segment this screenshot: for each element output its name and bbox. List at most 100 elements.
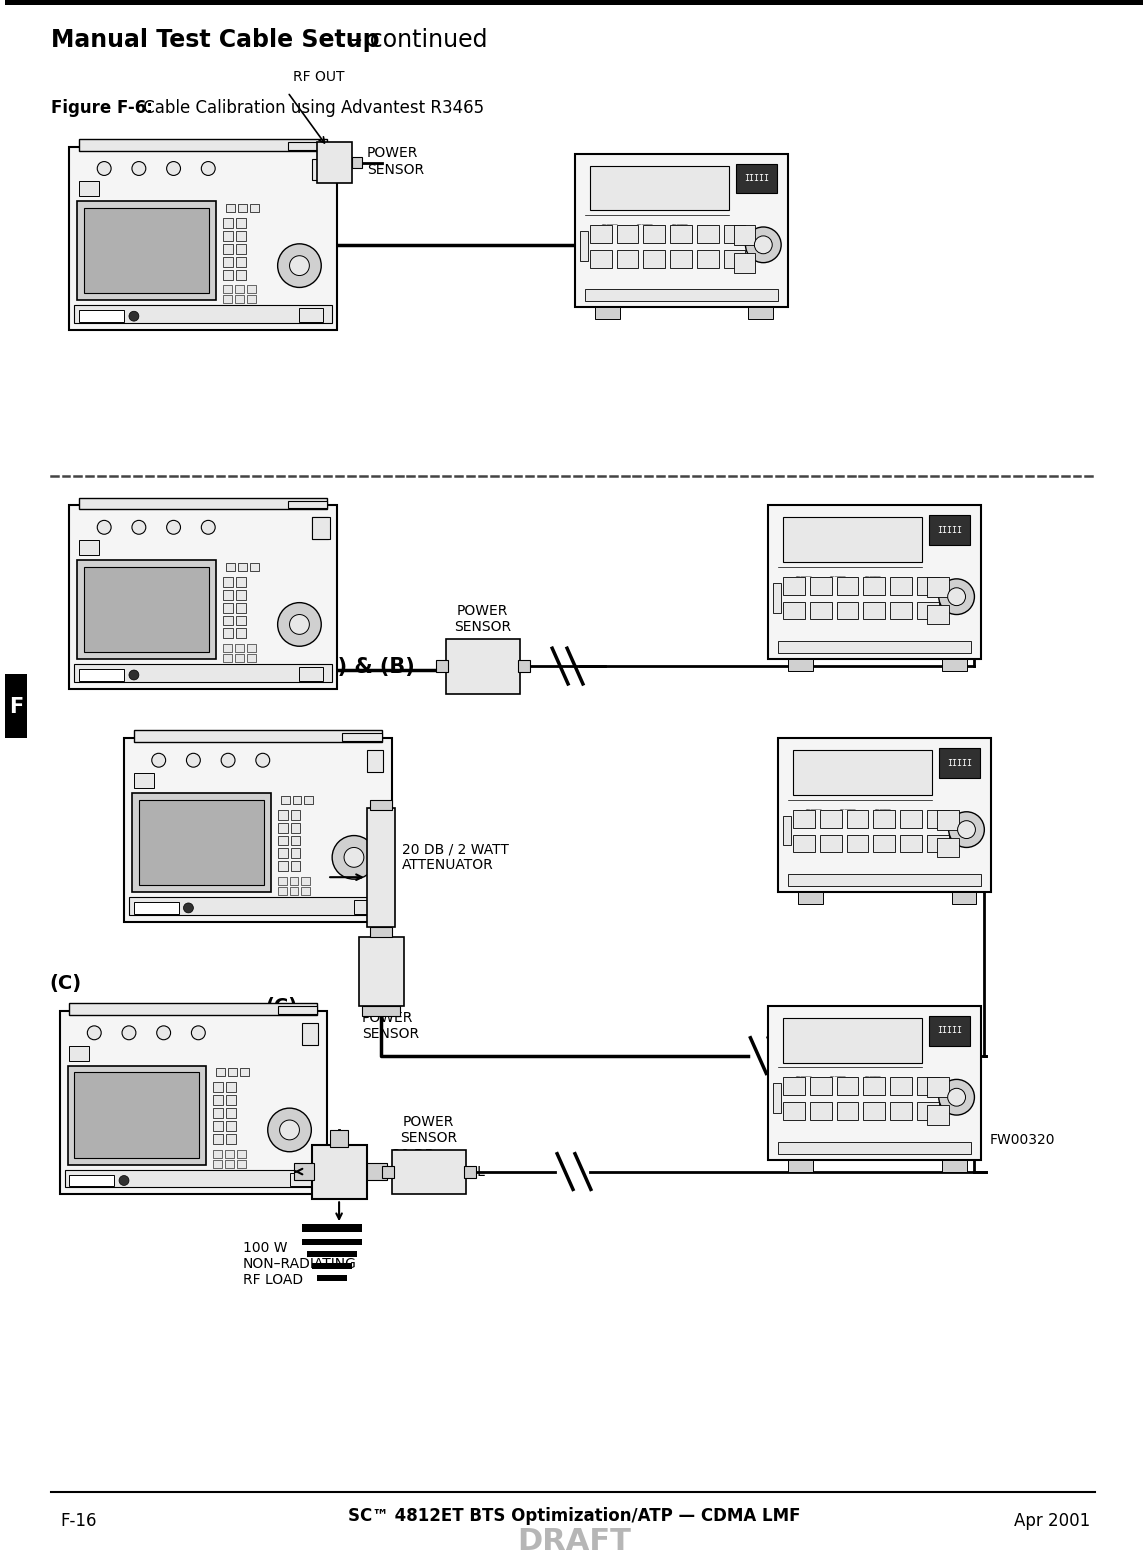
Bar <box>238 563 247 571</box>
Bar <box>223 664 232 672</box>
Bar <box>236 257 246 266</box>
Bar <box>302 896 310 906</box>
Text: ______: ______ <box>874 804 891 809</box>
Bar <box>228 1069 236 1077</box>
Bar <box>70 146 338 330</box>
Bar <box>937 837 959 857</box>
Bar <box>595 307 620 319</box>
Bar <box>748 307 774 319</box>
Bar <box>226 1083 236 1092</box>
Bar <box>798 892 823 904</box>
Bar <box>226 1120 236 1131</box>
Bar <box>929 1016 970 1046</box>
Text: F: F <box>9 697 23 717</box>
Bar <box>70 506 338 689</box>
Bar <box>278 862 287 871</box>
Circle shape <box>98 162 111 176</box>
Circle shape <box>152 753 165 767</box>
Bar <box>77 201 216 300</box>
Bar <box>235 674 243 682</box>
Bar <box>874 834 895 853</box>
Bar <box>223 218 233 229</box>
Circle shape <box>87 1025 101 1039</box>
Bar <box>342 733 382 741</box>
Bar <box>793 834 815 853</box>
Bar <box>134 773 154 787</box>
Circle shape <box>122 1025 135 1039</box>
Bar <box>225 1179 234 1187</box>
Bar <box>247 644 256 652</box>
Bar <box>837 602 859 619</box>
Bar <box>289 1173 313 1186</box>
Bar <box>723 226 745 243</box>
Bar <box>890 602 912 619</box>
Bar <box>312 518 328 540</box>
Text: F-16: F-16 <box>61 1512 98 1531</box>
Bar <box>447 640 520 694</box>
Bar <box>134 730 382 742</box>
Bar <box>290 809 301 820</box>
Bar <box>223 269 233 280</box>
Bar <box>312 1145 367 1200</box>
Text: ______: ______ <box>636 219 652 226</box>
Bar <box>223 285 232 294</box>
Bar <box>354 899 378 913</box>
Bar <box>846 809 868 828</box>
Text: RF OUT: RF OUT <box>293 70 344 84</box>
Text: ______: ______ <box>794 1072 812 1077</box>
Bar <box>734 226 755 244</box>
Bar <box>783 1077 805 1095</box>
Bar <box>900 809 922 828</box>
Bar <box>5 674 26 739</box>
Bar <box>941 1159 967 1172</box>
Circle shape <box>278 244 321 288</box>
Bar <box>236 218 246 229</box>
Bar <box>863 1102 885 1120</box>
Bar <box>312 1263 352 1268</box>
Bar <box>214 1134 223 1144</box>
Bar <box>917 1102 939 1120</box>
Bar <box>290 823 301 832</box>
Bar <box>79 182 99 196</box>
Bar <box>247 654 256 663</box>
Text: IIIII: IIIII <box>937 526 962 535</box>
Bar <box>79 310 124 322</box>
Bar <box>236 1170 246 1178</box>
Bar <box>290 836 301 845</box>
Bar <box>247 316 256 324</box>
Bar <box>890 577 912 594</box>
Bar <box>236 1150 246 1158</box>
Bar <box>134 902 179 913</box>
Bar <box>214 1095 223 1105</box>
Bar <box>236 1179 246 1187</box>
Circle shape <box>289 615 309 635</box>
Text: POWER
SENSOR: POWER SENSOR <box>400 1114 457 1145</box>
Bar <box>295 1162 315 1181</box>
Circle shape <box>939 1080 975 1116</box>
Bar <box>223 602 233 613</box>
Bar <box>238 204 247 212</box>
Bar <box>302 1239 362 1245</box>
Bar <box>214 1083 223 1092</box>
Bar <box>783 577 805 594</box>
Bar <box>235 285 243 294</box>
Bar <box>247 664 256 672</box>
Bar <box>79 540 99 555</box>
Text: FW00320: FW00320 <box>990 1133 1055 1147</box>
Bar <box>939 748 980 778</box>
Bar <box>783 815 791 845</box>
Bar <box>223 644 232 652</box>
Bar <box>778 1142 971 1153</box>
Bar <box>300 668 324 682</box>
Text: POWER
SENSOR: POWER SENSOR <box>367 146 424 177</box>
Bar <box>890 1077 912 1095</box>
Circle shape <box>939 579 975 615</box>
Circle shape <box>947 588 965 605</box>
Bar <box>5 0 1143 5</box>
Bar <box>236 269 246 280</box>
Bar <box>917 577 939 594</box>
Bar <box>778 641 971 654</box>
Circle shape <box>948 812 984 848</box>
Bar <box>778 739 991 892</box>
Bar <box>223 296 232 303</box>
